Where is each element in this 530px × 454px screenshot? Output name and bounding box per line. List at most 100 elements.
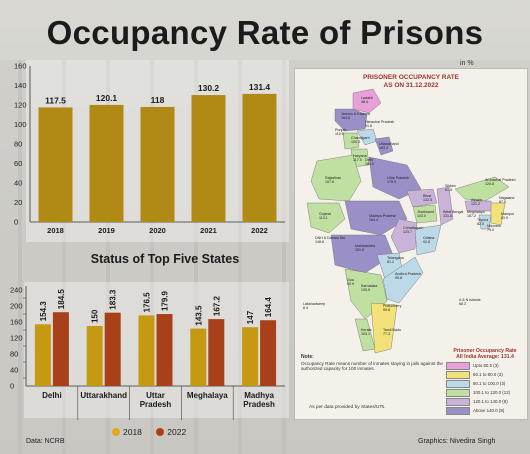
map-state-region xyxy=(454,176,510,202)
map-state-region xyxy=(436,186,454,226)
chart1-ytick-label: 100 xyxy=(14,120,27,129)
chart2-data-label: 183.3 xyxy=(109,289,118,310)
chart1-bar xyxy=(191,95,226,222)
chart2-xtick-label: Pradesh xyxy=(140,400,172,409)
map-state-label: Puducherry 59.8 xyxy=(383,304,402,312)
chart2: 0 40 80 120 160 200 240 154.3 184.5 Delhi 150 183.3… xyxy=(10,282,289,420)
map-legend-label: 120.1 to 140.0 (8) xyxy=(473,399,508,404)
chart2-xtick-label: Uttar xyxy=(146,391,165,400)
map-state-region xyxy=(342,132,360,150)
map-state-region xyxy=(478,214,492,230)
map-legend-swatch xyxy=(446,388,470,397)
map-state-label: Bihar 132.5 xyxy=(423,194,432,202)
map-title-line1: PRISONER OCCUPANCY RATE xyxy=(362,74,460,81)
map-state-label: Meghalaya 167.2 xyxy=(467,210,485,218)
map-state-label: DNH & Daman Diu 148.8 xyxy=(315,236,345,244)
chart2-bar-2022 xyxy=(260,320,277,386)
chart2-bar-2022 xyxy=(156,314,173,386)
map-state-region xyxy=(390,218,418,254)
chart2-xtick-label: Pradesh xyxy=(243,400,275,409)
chart2-bar-2018 xyxy=(242,327,259,386)
chart1-ytick-label: 140 xyxy=(14,81,27,90)
map-title: PRISONER OCCUPANCY RATE AS ON 31.12.2022 xyxy=(295,74,527,90)
chart2-data-label: 143.5 xyxy=(194,305,203,326)
map-legend-label: Above 140.0 (8) xyxy=(473,408,505,413)
chart2-xtick-label: Uttarakhand xyxy=(80,391,127,400)
map-legend-swatch xyxy=(446,370,470,379)
map-state-label: Uttar Pradesh 179.9 xyxy=(387,176,409,184)
chart1-ytick-label: 20 xyxy=(14,198,22,207)
map-state-label: A & N Islands 68.3 xyxy=(459,298,481,306)
map-legend-title2: All India Average: 131.4 xyxy=(456,354,514,360)
map-legend-row: 60.1 to 80.0 (3) xyxy=(446,370,524,379)
chart1-bar xyxy=(140,106,175,222)
data-source: Data: NCRB xyxy=(26,438,65,445)
map-state-region xyxy=(330,234,394,274)
map-state-label: Nagaland 67.5 xyxy=(499,196,514,204)
chart1-ytick-label: 40 xyxy=(14,179,22,188)
map-legend-label: 100.1 to 120.0 (12) xyxy=(473,390,511,395)
legend-2022-label: 2022 xyxy=(167,427,187,437)
map-state-region xyxy=(412,204,438,224)
map-state-region xyxy=(370,302,398,354)
legend-2018-label: 2018 xyxy=(123,427,142,437)
chart1-data-label: 131.4 xyxy=(249,82,271,92)
chart2-data-label: 176.5 xyxy=(143,292,152,313)
map-state-label: Himachal Pradesh 91.8 xyxy=(365,120,394,128)
chart2-title: Status of Top Five States xyxy=(90,252,240,266)
chart2-data-label: 164.4 xyxy=(264,297,273,318)
map-legend-label: Upto 60.0 (3) xyxy=(473,363,499,368)
map-legend-row: 120.1 to 140.0 (8) xyxy=(446,397,524,406)
map-state-region xyxy=(306,202,346,234)
map-legend-swatch xyxy=(446,406,470,415)
map-legend-row: 100.1 to 120.0 (12) xyxy=(446,388,524,397)
chart1-ytick-label: 80 xyxy=(14,140,22,149)
map-state-label: Kerala 103.1 xyxy=(361,328,371,336)
chart2-legend: 2018 2022 xyxy=(112,427,198,437)
chart1-xtick-label: 2020 xyxy=(149,226,166,235)
chart2-ytick-label: 160 xyxy=(10,318,23,327)
map-state-label: Punjab 110.0 xyxy=(335,128,346,136)
map-state-label: West Bengal 131.8 xyxy=(443,210,464,218)
map-state-label: Assam 121.2 xyxy=(471,198,482,206)
chart2-ytick-label: 80 xyxy=(10,350,18,359)
chart1-xtick-label: 2018 xyxy=(47,226,64,235)
chart2-data-label: 147 xyxy=(246,310,255,324)
map-legend-row: Upto 60.0 (3) xyxy=(446,361,524,370)
chart1-data-label: 130.2 xyxy=(198,83,220,93)
map-state-region xyxy=(374,136,394,156)
map-state-region xyxy=(334,108,368,132)
chart2-bar-2018 xyxy=(86,326,103,386)
chart1-data-label: 117.5 xyxy=(45,95,66,105)
chart2-bar-2022 xyxy=(208,319,225,386)
chart2-data-label: 184.5 xyxy=(57,289,66,310)
map-title-line2: AS ON 31.12.2022 xyxy=(383,82,439,89)
page-title: Occupancy Rate of Prisons xyxy=(46,14,484,51)
map-state-label: Maharashtra 151.6 xyxy=(355,244,375,252)
chart2-ytick-label: 0 xyxy=(10,382,14,391)
map-state-label: Chandigarh 100.3 xyxy=(351,136,370,144)
map-state-region xyxy=(406,188,438,208)
map-legend-swatch xyxy=(446,397,470,406)
map-state-region xyxy=(352,88,382,114)
chart1-bar xyxy=(89,104,124,222)
map-state-label: Madhya Pradesh 164.4 xyxy=(369,214,396,222)
map-state-label: Rajasthan 107.6 xyxy=(325,176,341,184)
graphics-credit: Graphics: Nivedira Singh xyxy=(418,438,496,445)
map-state-label: Delhi 184.5 xyxy=(365,158,374,166)
map-legend-row: Above 140.0 (8) xyxy=(446,406,524,415)
map-state-label: Chhattisgarh 123.7 xyxy=(403,226,423,234)
chart2-data-label: 150 xyxy=(91,309,100,323)
map-state-label: Lakshadweep 8.4 xyxy=(303,302,325,310)
map-legend-label: 60.1 to 80.0 (3) xyxy=(473,372,503,377)
chart1-xtick-label: 2021 xyxy=(200,226,217,235)
chart1-data-label: 118 xyxy=(151,95,165,105)
map-state-label: Jharkhand 103.0 xyxy=(417,210,434,218)
legend-2018-swatch xyxy=(112,428,120,436)
map-state-label: Karnataka 105.9 xyxy=(361,284,377,292)
chart1-xtick-label: 2022 xyxy=(251,226,268,235)
chart1-ytick-label: 120 xyxy=(14,101,27,110)
map-legend-label: 80.1 to 100.0 (3) xyxy=(473,381,506,386)
map-state-label: Ladakh 48.4 xyxy=(361,96,373,104)
